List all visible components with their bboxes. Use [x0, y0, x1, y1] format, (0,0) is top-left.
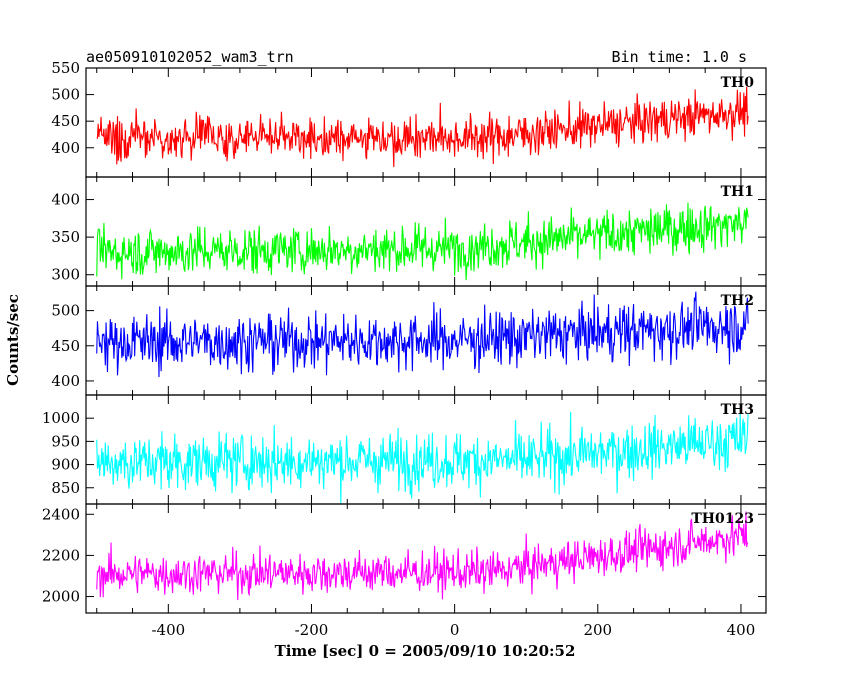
- panel-label-th0123: TH0123: [691, 511, 754, 527]
- x-tick-label: 400: [727, 621, 756, 639]
- y-tick-label: 950: [51, 432, 80, 450]
- panel-th2: TH2 400 450 500: [51, 285, 767, 396]
- panel-label-th0: TH0: [721, 75, 755, 91]
- series-line-th3: [96, 411, 749, 504]
- y-tick-label: 400: [51, 139, 80, 157]
- y-tick-label: 400: [51, 191, 80, 209]
- y-tick-label: 2200: [42, 546, 80, 564]
- y-axis-label: Counts/sec: [4, 294, 22, 386]
- y-tick-label: 500: [51, 302, 80, 320]
- panel-label-th2: TH2: [721, 293, 754, 309]
- panel-frame: [85, 285, 767, 396]
- series-line-th2: [96, 291, 749, 378]
- y-tick-label: 1000: [42, 409, 80, 427]
- y-tick-label: 450: [51, 337, 80, 355]
- series-line-th0: [96, 86, 749, 168]
- y-tick-label: 300: [51, 266, 80, 284]
- panel-th1: TH1 300 350 400: [51, 176, 767, 287]
- y-tick-label: 2400: [42, 505, 80, 523]
- panels-group: TH0400450500550TH1300350400TH2400450500T…: [42, 59, 767, 639]
- series-line-th0123: [96, 511, 749, 601]
- y-tick-label: 550: [51, 59, 80, 77]
- bin-time-label: Bin time: 1.0 s: [612, 48, 747, 66]
- panel-th3: TH3 850 900 950 1000: [42, 394, 767, 505]
- x-tick-label: -200: [295, 621, 329, 639]
- y-tick-label: 500: [51, 86, 80, 104]
- y-tick-label: 850: [51, 479, 80, 497]
- y-tick-label: 350: [51, 228, 80, 246]
- chart-title: ae050910102052_wam3_trn: [86, 48, 294, 66]
- panel-label-th3: TH3: [721, 402, 754, 418]
- y-tick-label: 450: [51, 112, 80, 130]
- panel-th0123: TH0123 2000 2200 2400: [42, 503, 767, 614]
- series-line-th1: [96, 202, 749, 281]
- panel-label-th1: TH1: [721, 184, 754, 200]
- x-tick-label: -400: [151, 621, 185, 639]
- x-tick-label: 200: [583, 621, 612, 639]
- y-tick-label: 400: [51, 372, 80, 390]
- x-axis-label: Time [sec] 0 = 2005/09/10 10:20:52: [275, 642, 576, 660]
- panel-frame: [85, 503, 767, 614]
- panel-th0: TH0 400 450 500 550: [51, 59, 767, 178]
- y-tick-label: 2000: [42, 588, 80, 606]
- y-tick-label: 900: [51, 456, 80, 474]
- x-tick-label: 0: [450, 621, 460, 639]
